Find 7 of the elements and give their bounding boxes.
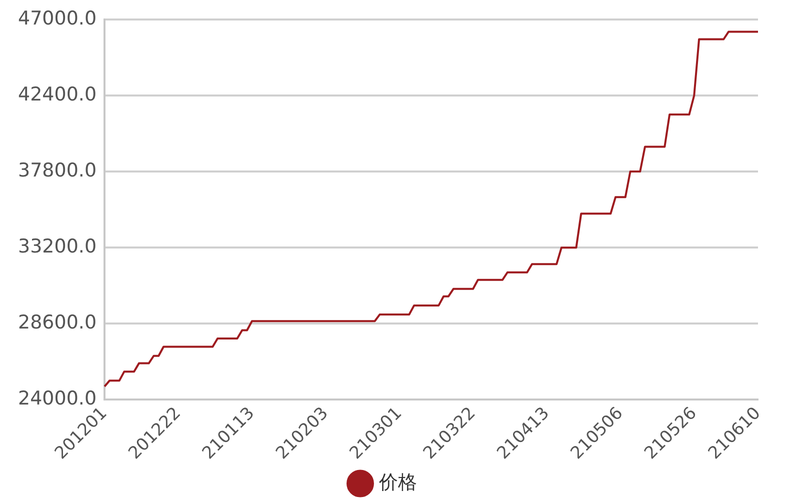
y-tick-label: 47000.0 xyxy=(18,7,97,30)
y-tick-label: 33200.0 xyxy=(18,236,97,258)
legend-label: 价格 xyxy=(378,471,417,494)
y-tick-label: 24000.0 xyxy=(18,388,97,410)
y-tick-label: 42400.0 xyxy=(18,83,97,106)
y-tick-label: 37800.0 xyxy=(18,159,97,182)
y-tick-label: 28600.0 xyxy=(18,312,97,334)
